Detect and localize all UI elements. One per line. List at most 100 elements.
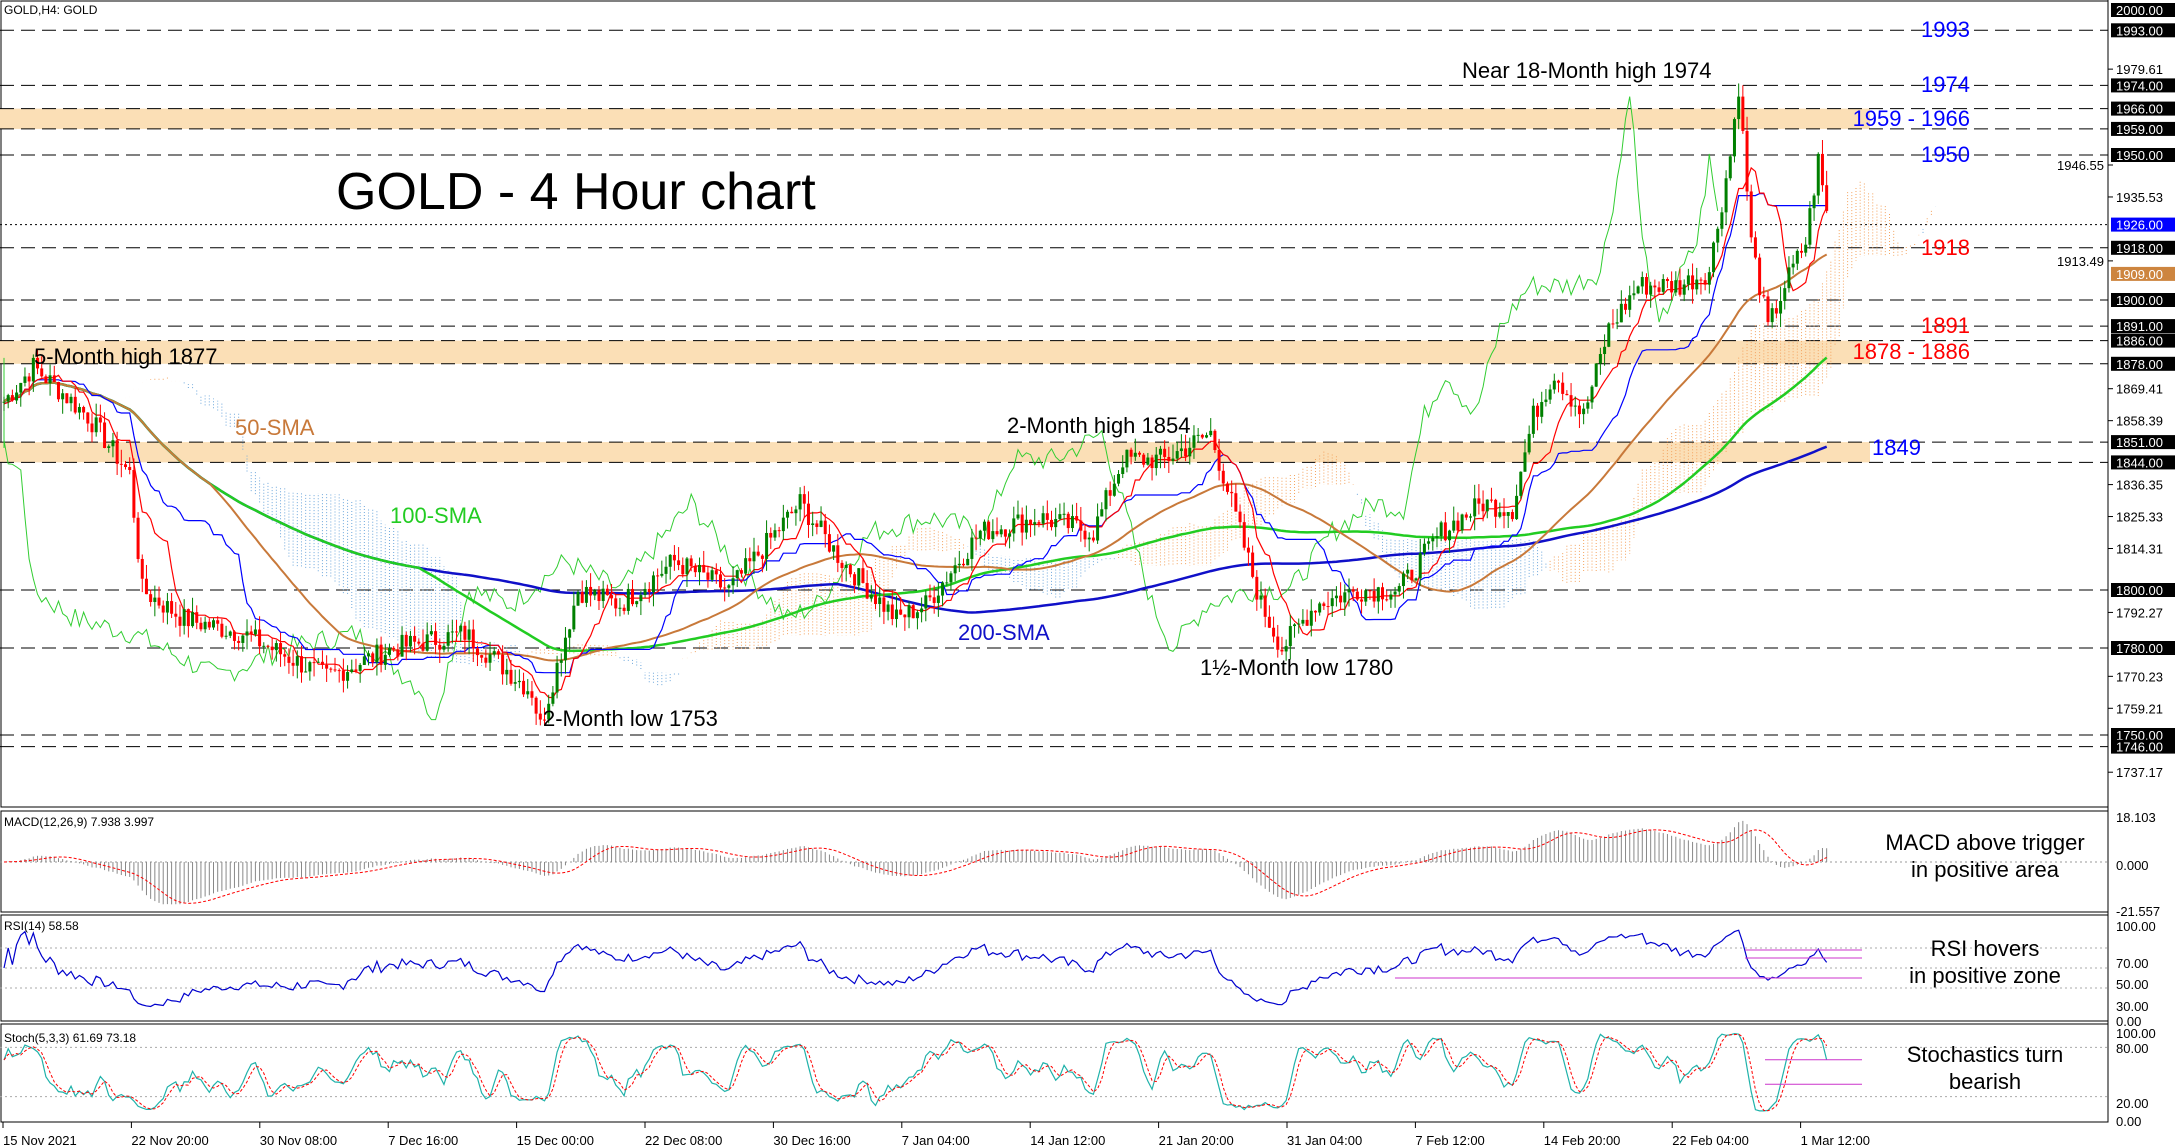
candle-body bbox=[65, 393, 69, 404]
candle-body bbox=[614, 598, 618, 609]
price-box-1900.00 bbox=[2111, 293, 2175, 307]
candle-body bbox=[1142, 454, 1146, 465]
price-tick-label: 1836.35 bbox=[2116, 478, 2163, 493]
candle-body bbox=[1267, 616, 1271, 628]
candle-body bbox=[61, 393, 65, 400]
candle-body bbox=[400, 634, 404, 657]
candle-body bbox=[224, 635, 228, 637]
candle-body bbox=[111, 440, 115, 447]
candle-body bbox=[320, 661, 324, 665]
candle-body bbox=[827, 534, 831, 552]
candle-body bbox=[815, 523, 819, 527]
date-label: 15 Dec 00:00 bbox=[517, 1133, 594, 1147]
candle-body bbox=[1288, 626, 1292, 647]
candle-body bbox=[1678, 280, 1682, 295]
candle-body bbox=[304, 671, 308, 673]
level-label-1849: 1849 bbox=[1872, 434, 1921, 460]
candle-body bbox=[199, 622, 203, 630]
candle-body bbox=[1188, 447, 1192, 457]
candle-body bbox=[718, 574, 722, 588]
candle-body bbox=[832, 545, 836, 552]
candle-body bbox=[1301, 619, 1305, 624]
candle-body bbox=[924, 595, 928, 609]
price-box-label: 1926.00 bbox=[2116, 218, 2163, 233]
candle-body bbox=[894, 609, 898, 620]
candle-body bbox=[1523, 452, 1527, 472]
candle-body bbox=[1146, 457, 1150, 465]
candle-body bbox=[245, 631, 249, 636]
candle-body bbox=[1045, 513, 1049, 520]
candle-body bbox=[341, 670, 345, 681]
price-box-1851.00 bbox=[2111, 435, 2175, 450]
candle-body bbox=[1448, 530, 1452, 541]
price-tick-label: 1869.41 bbox=[2116, 382, 2163, 397]
candle-body bbox=[480, 655, 484, 658]
candle-body bbox=[1087, 537, 1091, 540]
annotation-sma100: 100-SMA bbox=[390, 503, 482, 528]
candle-body bbox=[23, 376, 27, 383]
candle-body bbox=[1548, 389, 1552, 400]
date-label: 22 Dec 08:00 bbox=[645, 1133, 722, 1147]
price-tick-label: 1858.39 bbox=[2116, 414, 2163, 429]
candle-body bbox=[1401, 573, 1405, 587]
price-box-label: 1966.00 bbox=[2116, 102, 2163, 117]
candle-body bbox=[1230, 491, 1234, 494]
candle-body bbox=[568, 629, 572, 638]
candle-body bbox=[932, 597, 936, 603]
candle-body bbox=[773, 530, 777, 538]
candle-body bbox=[899, 609, 903, 615]
candle-body bbox=[978, 530, 982, 539]
candle-body bbox=[1770, 308, 1774, 323]
annotation-five-month-high: 5-Month high 1877 bbox=[34, 344, 218, 369]
candle-body bbox=[216, 620, 220, 624]
candle-body bbox=[1293, 624, 1297, 627]
candle-body bbox=[312, 662, 316, 664]
candle-body bbox=[890, 604, 894, 620]
candle-body bbox=[1037, 522, 1041, 524]
candle-body bbox=[1205, 435, 1209, 438]
price-tick-label: 1770.23 bbox=[2116, 669, 2163, 684]
candle-body bbox=[262, 645, 266, 647]
candle-body bbox=[191, 612, 195, 627]
date-label: 7 Feb 12:00 bbox=[1415, 1133, 1484, 1147]
candle-body bbox=[1716, 228, 1720, 243]
candle-body bbox=[40, 368, 44, 377]
candle-body bbox=[1670, 281, 1674, 293]
candle-body bbox=[907, 605, 911, 618]
candle-body bbox=[1728, 156, 1732, 179]
candle-body bbox=[90, 423, 94, 433]
candle-body bbox=[1318, 603, 1322, 613]
candle-body bbox=[1758, 257, 1762, 296]
candle-body bbox=[270, 646, 274, 651]
candle-body bbox=[915, 612, 919, 619]
candle-body bbox=[1343, 592, 1347, 603]
candle-body bbox=[639, 595, 643, 602]
candle-body bbox=[706, 572, 710, 580]
candle-body bbox=[819, 520, 823, 527]
candle-body bbox=[1812, 195, 1816, 209]
candle-body bbox=[811, 523, 815, 525]
candle-body bbox=[1284, 646, 1288, 652]
candle-body bbox=[806, 503, 810, 525]
candle-body bbox=[1108, 490, 1112, 496]
candle-body bbox=[2, 401, 6, 403]
candle-body bbox=[1703, 280, 1707, 285]
candle-body bbox=[693, 566, 697, 573]
candle-body bbox=[563, 637, 567, 661]
candle-body bbox=[212, 620, 215, 628]
candle-body bbox=[1720, 212, 1724, 229]
candle-body bbox=[802, 494, 806, 504]
price-tick-label: 1979.61 bbox=[2116, 62, 2163, 77]
candle-body bbox=[685, 558, 689, 575]
candle-body bbox=[576, 591, 580, 606]
candle-body bbox=[911, 605, 915, 619]
candle-body bbox=[19, 382, 23, 393]
candle-body bbox=[635, 601, 639, 605]
candle-body bbox=[492, 651, 496, 655]
candle-body bbox=[358, 664, 362, 671]
candle-body bbox=[136, 517, 140, 559]
candle-body bbox=[1154, 454, 1158, 469]
candle-body bbox=[656, 575, 660, 577]
candle-body bbox=[781, 517, 785, 532]
candle-body bbox=[1515, 495, 1519, 520]
